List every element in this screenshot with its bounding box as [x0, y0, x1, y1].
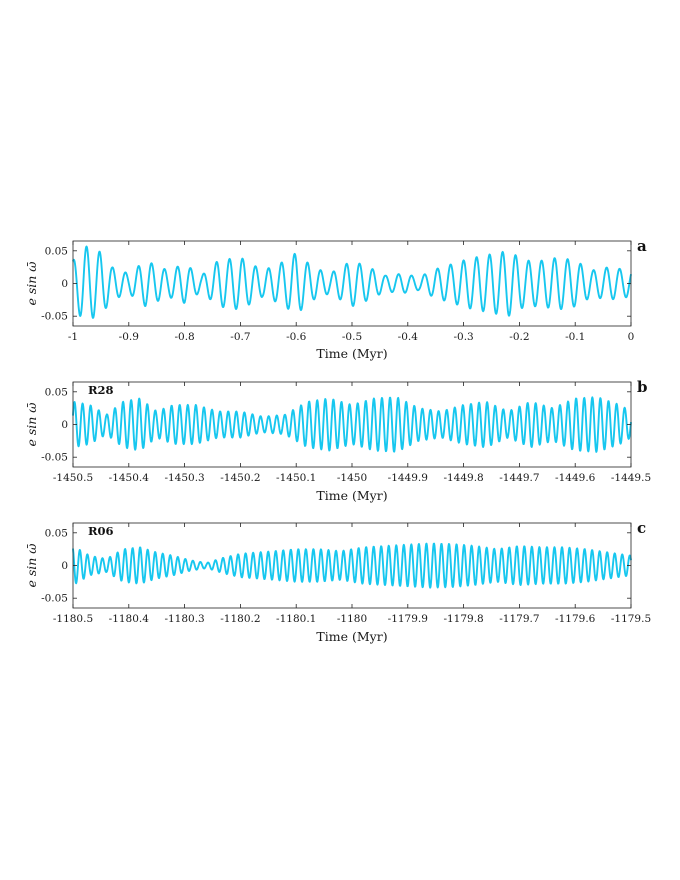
x-axis-label: Time (Myr) [316, 346, 387, 361]
y-tick-label: -0.05 [41, 311, 68, 323]
x-tick-label: -1179.9 [388, 613, 428, 625]
y-tick-label: 0 [61, 560, 68, 572]
x-tick-label: -0.1 [565, 331, 585, 343]
plot-frame [72, 240, 632, 327]
series-line-c [72, 542, 632, 589]
x-tick-label: -1180.5 [53, 613, 93, 625]
panel-letter: a [637, 237, 647, 255]
panel-letter: c [637, 519, 646, 537]
x-tick-label: 0 [628, 331, 635, 343]
x-tick-label: -1180 [337, 613, 367, 625]
x-tick-label: -1180.2 [220, 613, 260, 625]
x-tick-label: -1179.6 [555, 613, 596, 625]
inset-label: R28 [88, 383, 114, 397]
x-tick-label: -0.5 [342, 331, 362, 343]
y-axis-label: e sin ω̄ [24, 543, 39, 587]
x-tick-label: -1179.5 [611, 613, 651, 625]
x-tick-label: -1180.4 [109, 613, 150, 625]
x-tick-label: -0.8 [174, 331, 194, 343]
panel-c: -1180.5 -1180.4 -1180.3 -1180.2 -1180.1 -1180… [24, 519, 651, 644]
x-tick-label: -1449.6 [555, 472, 596, 484]
x-tick-label: -0.9 [119, 331, 139, 343]
x-tick-label: -1180.3 [164, 613, 204, 625]
inset-label: R06 [88, 524, 114, 538]
panel-a: -1 -0.9 -0.8 -0.7 -0.6 -0.5 -0.4 -0.3 -0.2 -0.1 0 -… [24, 237, 647, 361]
series-line-a [72, 245, 632, 319]
x-tick-label: -1450 [337, 472, 367, 484]
y-tick-label: 0 [61, 419, 68, 431]
x-tick-label: -0.6 [286, 331, 307, 343]
x-axis-label: Time (Myr) [316, 629, 387, 644]
x-tick-label: -1450.4 [109, 472, 150, 484]
x-tick-label: -1180.1 [276, 613, 316, 625]
x-tick-label: -0.2 [509, 331, 529, 343]
x-tick-label: -0.7 [230, 331, 250, 343]
x-tick-label: -1449.9 [388, 472, 428, 484]
y-tick-label: 0 [61, 278, 68, 290]
x-tick-label: -1450.3 [164, 472, 204, 484]
x-tick-label: -1179.7 [499, 613, 539, 625]
x-tick-label: -1450.5 [53, 472, 93, 484]
x-tick-label: -0.3 [453, 331, 473, 343]
y-tick-label: -0.05 [41, 593, 68, 605]
y-tick-label: -0.05 [41, 452, 68, 464]
x-tick-label: -1 [68, 331, 78, 343]
panel-b: -1450.5 -1450.4 -1450.3 -1450.2 -1450.1 -1450… [24, 378, 651, 503]
y-tick-label: 0.05 [45, 245, 68, 257]
y-axis-label: e sin ω̄ [24, 402, 39, 446]
y-tick-label: 0.05 [45, 527, 68, 539]
x-tick-label: -0.4 [398, 331, 419, 343]
x-tick-label: -1449.8 [443, 472, 483, 484]
x-tick-label: -1450.2 [220, 472, 260, 484]
series-line-b [72, 396, 632, 453]
x-tick-label: -1449.7 [499, 472, 539, 484]
y-axis-label: e sin ω̄ [24, 261, 39, 305]
x-tick-label: -1450.1 [276, 472, 316, 484]
x-tick-label: -1449.5 [611, 472, 651, 484]
x-tick-label: -1179.8 [443, 613, 483, 625]
y-tick-label: 0.05 [45, 386, 68, 398]
panel-letter: b [637, 378, 648, 396]
x-axis-label: Time (Myr) [316, 488, 387, 503]
